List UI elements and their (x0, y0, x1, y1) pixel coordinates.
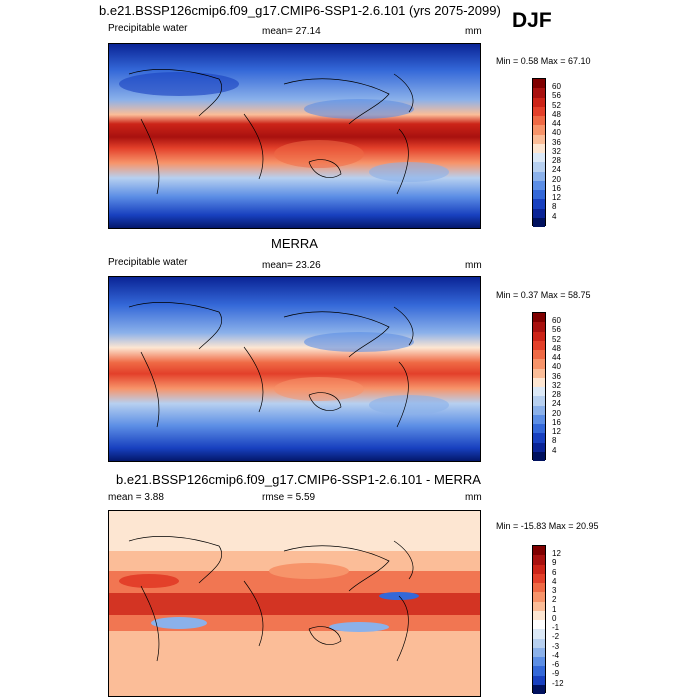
panel2-title: MERRA (271, 236, 318, 251)
cbar1-label: 36 (552, 137, 561, 147)
panel3-title: b.e21.BSSP126cmip6.f09_g17.CMIP6-SSP1-2.… (116, 472, 481, 487)
panel2-mean: mean= 23.26 (262, 260, 321, 271)
panel1-colorbar (532, 78, 546, 227)
cbar3-label: 12 (552, 549, 561, 558)
panel2-map (108, 276, 481, 462)
cbar2-label: 44 (552, 353, 561, 362)
panel3-units: mm (465, 492, 482, 503)
panel3-map (108, 510, 481, 697)
cbar3-label: -4 (552, 650, 560, 660)
cbar3-label: -2 (552, 632, 560, 642)
cbar2-label: 8 (552, 436, 557, 446)
cbar1-label: 20 (552, 174, 561, 184)
cbar2-label: 28 (552, 390, 561, 399)
panel1-variable: Precipitable water (108, 23, 188, 34)
panel2-minmax: Min = 0.37 Max = 58.75 (496, 290, 591, 300)
cbar1-label: 8 (552, 202, 557, 212)
cbar2-label: 24 (552, 399, 561, 409)
cbar2-label: 40 (552, 362, 561, 372)
cbar1-label: 24 (552, 165, 561, 175)
cbar3-label: -9 (552, 669, 560, 679)
cbar3-label: 0 (552, 613, 557, 623)
panel2-colorbar (532, 312, 546, 461)
cbar3-label: -3 (552, 641, 560, 651)
panel1-units: mm (465, 26, 482, 37)
panel3-mean: mean = 3.88 (108, 492, 164, 503)
cbar3-label: 4 (552, 576, 557, 586)
cbar3-label: -12 (552, 678, 564, 688)
cbar2-label: 48 (552, 343, 561, 353)
panel3-rmse: rmse = 5.59 (262, 492, 316, 503)
panel2-variable: Precipitable water (108, 257, 188, 268)
panel1-mean: mean= 27.14 (262, 26, 321, 37)
cbar1-label: 44 (552, 119, 561, 128)
cbar2-label: 52 (552, 334, 561, 344)
cbar2-label: 36 (552, 371, 561, 381)
panel3-minmax: Min = -15.83 Max = 20.95 (496, 521, 599, 531)
cbar2-label: 4 (552, 445, 557, 455)
cbar3-label: 2 (552, 595, 557, 605)
cbar1-label: 52 (552, 100, 561, 110)
cbar2-label: 20 (552, 408, 561, 418)
cbar2-label: 16 (552, 417, 561, 427)
cbar1-label: 48 (552, 109, 561, 119)
cbar1-label: 40 (552, 128, 561, 138)
season-label: DJF (512, 9, 552, 32)
cbar1-label: 32 (552, 146, 561, 156)
cbar3-label: -1 (552, 623, 560, 632)
cbar3-label: -6 (552, 660, 560, 669)
cbar1-label: 12 (552, 193, 561, 202)
cbar1-label: 16 (552, 183, 561, 193)
panel2-units: mm (465, 260, 482, 271)
cbar1-label: 60 (552, 82, 561, 91)
panel1-map (108, 43, 481, 229)
cbar1-label: 28 (552, 156, 561, 165)
panel3-colorbar (532, 545, 546, 694)
cbar2-label: 32 (552, 380, 561, 390)
cbar3-label: 9 (552, 558, 557, 568)
cbar2-label: 12 (552, 427, 561, 436)
cbar3-label: 3 (552, 586, 557, 595)
cbar2-label: 60 (552, 316, 561, 325)
panel1-minmax: Min = 0.58 Max = 67.10 (496, 56, 591, 66)
cbar3-label: 6 (552, 567, 557, 577)
cbar2-label: 56 (552, 325, 561, 335)
cbar1-label: 4 (552, 211, 557, 221)
cbar1-label: 56 (552, 91, 561, 101)
cbar3-label: 1 (552, 604, 557, 614)
panel1-title: b.e21.BSSP126cmip6.f09_g17.CMIP6-SSP1-2.… (99, 3, 501, 18)
